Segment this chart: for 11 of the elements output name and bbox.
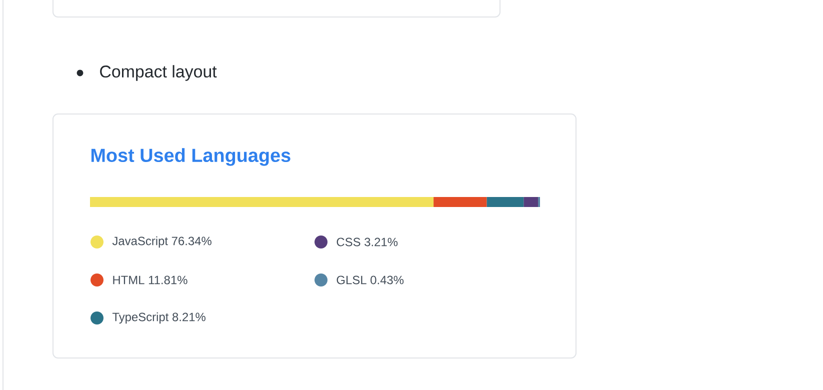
legend-label: TypeScript 8.21% <box>112 312 206 324</box>
text: Compact layout <box>100 65 217 81</box>
bar <box>434 197 487 207</box>
bar <box>486 197 524 207</box>
bar <box>524 197 538 207</box>
legend-label: CSS 3.21% <box>336 238 398 246</box>
chart-title: Most Used Languages <box>91 148 290 166</box>
legend-label: HTML 11.81% <box>113 276 188 284</box>
bar <box>90 197 434 207</box>
legend-label: JavaScript 76.34% <box>112 236 212 248</box>
legend-label: GLSL 0.43% <box>336 276 404 284</box>
